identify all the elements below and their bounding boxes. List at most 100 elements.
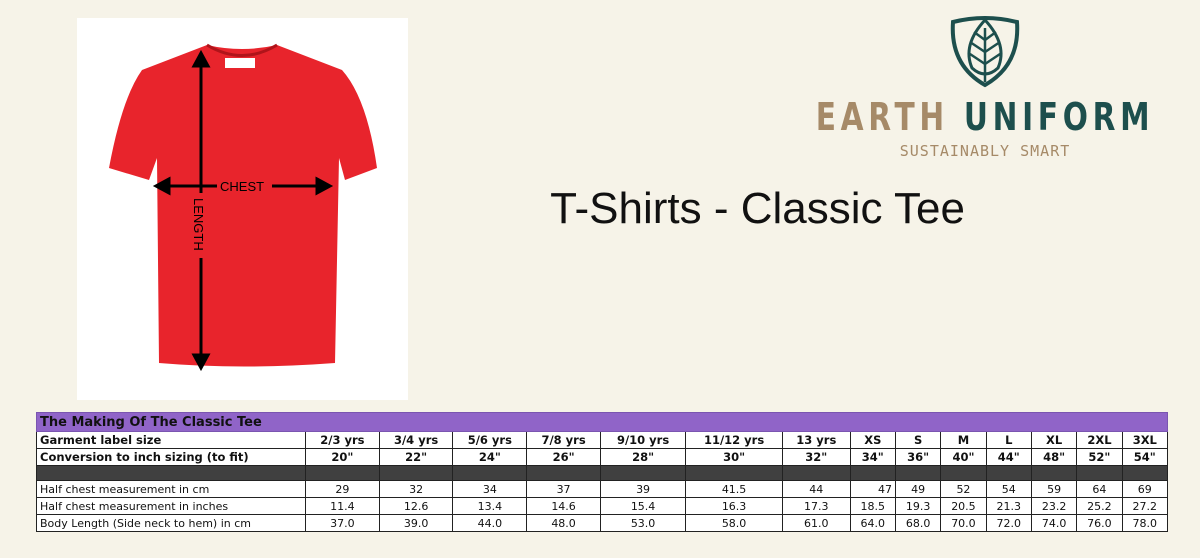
row-label: Conversion to inch sizing (to fit) bbox=[36, 448, 306, 466]
table-cell: 49 bbox=[894, 480, 942, 498]
leaf-shield-icon bbox=[950, 16, 1020, 88]
table-cell: 54" bbox=[1121, 448, 1169, 466]
table-cell: 3/4 yrs bbox=[378, 431, 454, 449]
row-label: Half chest measurement in inches bbox=[36, 497, 306, 515]
brand-tagline: SUSTAINABLY SMART bbox=[899, 142, 1071, 160]
table-cell bbox=[940, 465, 987, 481]
row-label bbox=[36, 465, 306, 481]
table-cell: 61.0 bbox=[781, 514, 851, 532]
table-row: Half chest measurement in cm 29 32 34 37 39 41… bbox=[36, 480, 1169, 498]
table-cell: 15.4 bbox=[599, 497, 687, 515]
table-cell: 64 bbox=[1076, 480, 1123, 498]
table-cell: 26" bbox=[526, 448, 601, 466]
table-cell: 13 yrs bbox=[781, 431, 851, 449]
table-cell: 52" bbox=[1076, 448, 1123, 466]
table-cell: 22" bbox=[378, 448, 454, 466]
table-cell: 40" bbox=[940, 448, 987, 466]
table-cell bbox=[526, 465, 601, 481]
table-cell: 37.0 bbox=[305, 514, 380, 532]
table-cell: 11/12 yrs bbox=[685, 431, 783, 449]
table-cell: 74.0 bbox=[1030, 514, 1078, 532]
table-cell: 20.5 bbox=[940, 497, 987, 515]
table-cell: 29 bbox=[305, 480, 380, 498]
table-cell bbox=[452, 465, 528, 481]
table-cell: 23.2 bbox=[1030, 497, 1078, 515]
table-cell bbox=[305, 465, 380, 481]
table-cell: XS bbox=[849, 431, 896, 449]
table-cell: 48.0 bbox=[526, 514, 601, 532]
table-cell: 64.0 bbox=[849, 514, 896, 532]
table-cell: 21.3 bbox=[985, 497, 1032, 515]
table-cell: 14.6 bbox=[526, 497, 601, 515]
table-cell: XL bbox=[1030, 431, 1078, 449]
table-cell bbox=[985, 465, 1032, 481]
table-row: Conversion to inch sizing (to fit) 20" 22"… bbox=[36, 448, 1169, 466]
table-cell: 9/10 yrs bbox=[599, 431, 687, 449]
chest-label: CHEST bbox=[220, 179, 264, 194]
table-cell: 12.6 bbox=[378, 497, 454, 515]
table-cell: 36" bbox=[894, 448, 942, 466]
table-cell: 32 bbox=[378, 480, 454, 498]
table-cell: 18.5 bbox=[849, 497, 896, 515]
table-cell: 44" bbox=[985, 448, 1032, 466]
table-cell: 41.5 bbox=[685, 480, 783, 498]
brand-name: EARTH UNIFORM bbox=[815, 95, 1155, 139]
table-cell: 76.0 bbox=[1076, 514, 1123, 532]
table-cell: 34" bbox=[849, 448, 896, 466]
table-cell: 32" bbox=[781, 448, 851, 466]
brand-logo: EARTH UNIFORM SUSTAINABLY SMART bbox=[816, 10, 1150, 160]
table-cell: 28" bbox=[599, 448, 687, 466]
table-cell: 58.0 bbox=[685, 514, 783, 532]
table-cell: 13.4 bbox=[452, 497, 528, 515]
table-cell: 72.0 bbox=[985, 514, 1032, 532]
page-title: T-Shirts - Classic Tee bbox=[550, 184, 965, 233]
table-cell bbox=[1121, 465, 1169, 481]
table-cell: 2XL bbox=[1076, 431, 1123, 449]
table-cell: 2/3 yrs bbox=[305, 431, 380, 449]
table-caption-row: The Making Of The Classic Tee bbox=[36, 412, 1168, 432]
table-row: Half chest measurement in inches 11.4 12.6… bbox=[36, 497, 1169, 515]
table-cell: 59 bbox=[1030, 480, 1078, 498]
table-cell bbox=[1076, 465, 1123, 481]
table-cell: 78.0 bbox=[1121, 514, 1169, 532]
table-cell: 70.0 bbox=[940, 514, 987, 532]
table-cell: 11.4 bbox=[305, 497, 380, 515]
table-cell: 39 bbox=[599, 480, 687, 498]
table-cell: L bbox=[985, 431, 1032, 449]
table-cell: 5/6 yrs bbox=[452, 431, 528, 449]
table-cell: 24" bbox=[452, 448, 528, 466]
table-cell bbox=[849, 465, 896, 481]
table-cell bbox=[1030, 465, 1078, 481]
table-cell: 47 bbox=[849, 480, 896, 498]
table-cell bbox=[685, 465, 783, 481]
table-cell: 30" bbox=[685, 448, 783, 466]
table-cell: 44.0 bbox=[452, 514, 528, 532]
table-cell: 3XL bbox=[1121, 431, 1169, 449]
size-chart-table: The Making Of The Classic Tee Garment la… bbox=[36, 412, 1169, 532]
table-cell bbox=[599, 465, 687, 481]
table-cell: 27.2 bbox=[1121, 497, 1169, 515]
table-cell: 20" bbox=[305, 448, 380, 466]
length-label: LENGTH bbox=[191, 198, 206, 251]
table-cell bbox=[781, 465, 851, 481]
table-cell: S bbox=[894, 431, 942, 449]
table-cell: 44 bbox=[781, 480, 851, 498]
table-cell: 48" bbox=[1030, 448, 1078, 466]
table-cell: 52 bbox=[940, 480, 987, 498]
row-label: Garment label size bbox=[36, 431, 306, 449]
table-cell: 25.2 bbox=[1076, 497, 1123, 515]
table-cell: 34 bbox=[452, 480, 528, 498]
table-row: Garment label size 2/3 yrs 3/4 yrs 5/6 yrs 7… bbox=[36, 431, 1169, 449]
row-label: Half chest measurement in cm bbox=[36, 480, 306, 498]
tshirt-image: CHEST LENGTH bbox=[77, 18, 408, 400]
table-cell: 7/8 yrs bbox=[526, 431, 601, 449]
table-cell bbox=[894, 465, 942, 481]
table-cell: 69 bbox=[1121, 480, 1169, 498]
divider-row bbox=[36, 465, 1169, 481]
table-cell: 37 bbox=[526, 480, 601, 498]
table-cell: 39.0 bbox=[378, 514, 454, 532]
table-cell: 68.0 bbox=[894, 514, 942, 532]
table-cell: 16.3 bbox=[685, 497, 783, 515]
table-cell: 19.3 bbox=[894, 497, 942, 515]
table-cell bbox=[378, 465, 454, 481]
